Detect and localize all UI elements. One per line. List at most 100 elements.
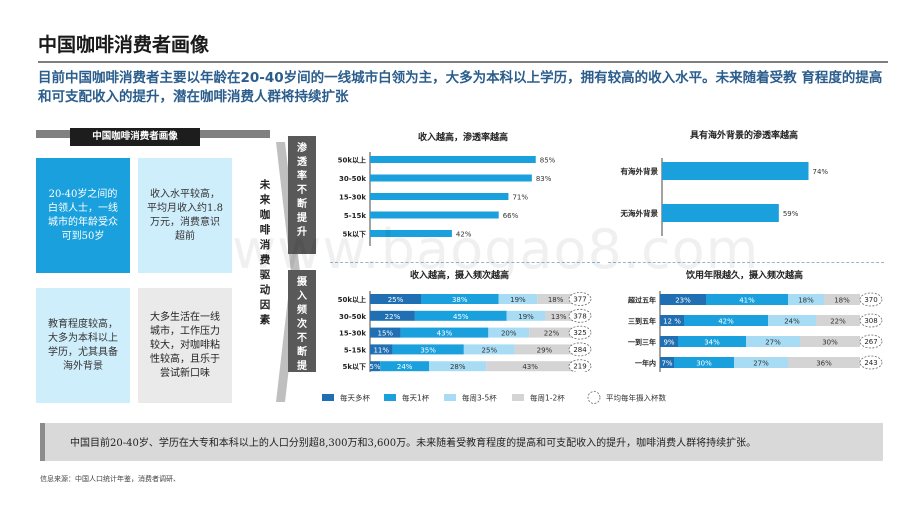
avg-cups-label: 219 bbox=[573, 363, 586, 371]
segment-label: 30% bbox=[696, 360, 712, 368]
legend-label: 每天多杯 bbox=[340, 393, 370, 403]
chart-years-frequency: 超过五年 23% 41% 18% 18% 370 三到五年 12 % 42% 24% 22% 308 一… bbox=[628, 291, 883, 372]
stacked-segment bbox=[816, 315, 860, 326]
driver-factors-label: 未来咖啡消费驱动因素 bbox=[259, 179, 271, 326]
segment-label: 20% bbox=[501, 330, 517, 338]
avg-circle bbox=[568, 325, 592, 340]
segment-label: 29% bbox=[537, 346, 553, 354]
avg-cups-label: 267 bbox=[864, 338, 877, 346]
stacked-segment bbox=[678, 336, 746, 347]
legend-avg-icon bbox=[587, 391, 601, 404]
stacked-segment bbox=[380, 361, 430, 372]
avg-circle bbox=[859, 313, 883, 328]
data-label: 85% bbox=[540, 157, 556, 165]
bar bbox=[370, 174, 532, 182]
category-label: 50k以上 bbox=[338, 156, 366, 165]
avg-circle bbox=[859, 334, 883, 349]
stacked-segment bbox=[392, 344, 464, 355]
chart-overseas-penetration: 有海外背景 74% 无海外背景 59% bbox=[620, 158, 829, 236]
avg-cups-label: 325 bbox=[573, 329, 586, 337]
legend-avg-label: 平均每年摄入杯数 bbox=[606, 393, 666, 403]
stacked-segment bbox=[800, 336, 860, 347]
stacked-segment bbox=[370, 361, 381, 372]
side-label-penetration: 渗透率不断提升 bbox=[288, 136, 316, 254]
data-label: 71% bbox=[512, 194, 528, 202]
avg-circle bbox=[859, 292, 883, 307]
legend-swatch bbox=[444, 394, 456, 401]
data-label: 74% bbox=[813, 168, 829, 176]
legend-label: 每天1杯 bbox=[402, 393, 430, 403]
legend-label: 每周1-2杯 bbox=[530, 393, 565, 403]
category-label: 5-15k bbox=[344, 212, 367, 220]
separator-left bbox=[330, 262, 600, 263]
stacked-segment bbox=[463, 344, 515, 355]
segment-label: 23% bbox=[675, 297, 691, 305]
footer-text: 中国目前20-40岁、学历在大专和本科以上的人口分别超8,300万和3,600万… bbox=[70, 438, 757, 449]
segment-label: 18% bbox=[798, 297, 814, 305]
segment-label: 30% bbox=[822, 339, 838, 347]
stacked-segment bbox=[421, 294, 499, 304]
segment-label: 27% bbox=[765, 339, 781, 347]
segment-label: 38% bbox=[452, 296, 468, 304]
segment-label: 45% bbox=[453, 313, 469, 321]
stacked-segment bbox=[824, 294, 860, 305]
segment-label: 7% bbox=[661, 360, 672, 368]
stacked-segment bbox=[370, 294, 421, 304]
title-divider bbox=[38, 61, 888, 63]
category-label: 5-15k bbox=[344, 346, 367, 354]
segment-label: 12 % bbox=[663, 318, 681, 326]
footer-box bbox=[40, 423, 883, 461]
stacked-segment bbox=[788, 357, 860, 368]
segment-label: 25% bbox=[388, 296, 404, 304]
card-income-text: 收入水平较高，平均月收入约1.8万元，消费意识超前 bbox=[147, 188, 223, 242]
page-subtitle: 目前中国咖啡消费者主要以年龄在20-40岁间的一线城市白领为主，大多为本科以上学… bbox=[38, 70, 883, 105]
side-label-frequency: 摄入频次不断提升 bbox=[288, 270, 316, 386]
side-label-penetration-text: 渗透率不断提升 bbox=[297, 143, 307, 238]
segment-label: 24% bbox=[784, 318, 800, 326]
stacked-segment bbox=[370, 327, 401, 338]
avg-circle bbox=[859, 355, 883, 370]
segment-label: 36% bbox=[816, 360, 832, 368]
bar bbox=[662, 162, 809, 180]
segment-label: 24% bbox=[397, 363, 413, 371]
category-label: 5k以下 bbox=[342, 363, 366, 371]
segment-label: 11% bbox=[373, 346, 389, 354]
category-label: 30-50k bbox=[339, 175, 366, 183]
category-label: 一到三年 bbox=[628, 338, 656, 347]
segment-label: 19% bbox=[518, 313, 534, 321]
category-label: 15-30k bbox=[339, 194, 366, 202]
bar bbox=[370, 230, 452, 237]
card-lifestyle-text: 大多生活在一线城市，工作压力较大，对咖啡粘性较高，且乐于尝试新口味 bbox=[150, 311, 220, 379]
stacked-segment bbox=[660, 315, 684, 326]
stacked-segment bbox=[660, 294, 706, 305]
chart-legend: 每天多杯 每天1杯 每周3-5杯 每周1-2杯 平均每年摄入杯数 bbox=[322, 391, 666, 404]
avg-circle bbox=[568, 342, 592, 357]
card-education: 教育程度较高，大多为本科以上学历，尤其具备海外背景 bbox=[36, 288, 130, 403]
segment-label: 22% bbox=[385, 313, 401, 321]
segment-label: 18% bbox=[548, 296, 564, 304]
bar bbox=[662, 204, 779, 222]
stacked-segment bbox=[734, 357, 788, 368]
stacked-segment bbox=[660, 357, 674, 368]
stacked-segment bbox=[746, 336, 800, 347]
category-label: 50k以上 bbox=[338, 295, 366, 304]
segment-label: 15% bbox=[378, 330, 394, 338]
bar bbox=[370, 193, 509, 200]
segment-label: 43% bbox=[522, 363, 538, 371]
avg-cups-label: 370 bbox=[864, 296, 877, 304]
data-label: 83% bbox=[536, 175, 552, 183]
separator-right bbox=[608, 262, 884, 263]
stacked-segment bbox=[486, 361, 574, 372]
stacked-segment bbox=[768, 315, 816, 326]
category-label: 一年内 bbox=[635, 359, 656, 368]
category-label: 超过五年 bbox=[628, 296, 656, 305]
category-label: 5k以下 bbox=[342, 231, 366, 239]
side-label-frequency-text: 摄入频次不断提升 bbox=[297, 277, 307, 386]
stacked-segment bbox=[370, 344, 393, 355]
stacked-segment bbox=[788, 294, 824, 305]
category-label: 15-30k bbox=[339, 330, 366, 338]
stacked-segment bbox=[414, 310, 507, 321]
data-label: 59% bbox=[783, 210, 799, 218]
avg-circle bbox=[568, 292, 592, 306]
chart-title-income-frequency: 收入越高，摄入频次越高 bbox=[410, 271, 510, 281]
